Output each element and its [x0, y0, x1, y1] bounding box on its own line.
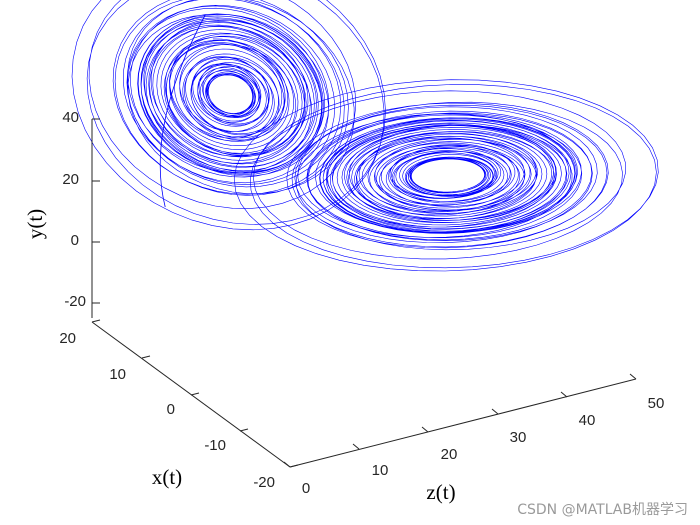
- trajectory-lower-lobe: [233, 79, 659, 272]
- z-axis-ticks: 0 10 20 30 40 50: [283, 373, 665, 497]
- trajectory-upper-lobe: [71, 0, 386, 231]
- vertical-axis-ticks: 40 20 0 -20: [62, 109, 100, 310]
- watermark: CSDN @MATLAB机器学习: [517, 502, 688, 518]
- dtick-mark: [91, 319, 101, 323]
- horizontal-axis-label: z(t): [426, 480, 455, 504]
- vtick-label: 0: [71, 232, 79, 249]
- vtick-label: 20: [62, 171, 79, 188]
- depth-axis-label: x(t): [152, 465, 182, 489]
- trajectory-series: [71, 0, 659, 272]
- ztick-mark: [352, 443, 360, 450]
- vertical-axis-label: y(t): [23, 209, 47, 239]
- ztick-label: 0: [302, 480, 310, 497]
- ztick-label: 20: [441, 446, 458, 463]
- ztick-mark: [629, 373, 637, 380]
- ztick-mark: [283, 461, 291, 468]
- ztick-label: 40: [579, 412, 596, 429]
- ztick-label: 30: [510, 429, 527, 446]
- ztick-label: 50: [648, 395, 665, 412]
- plot-area: [71, 0, 659, 272]
- depth-axis-ticks: 20 10 0 -10 -20: [59, 319, 299, 491]
- vtick-label: -20: [64, 293, 86, 310]
- vtick-label: 40: [62, 109, 79, 126]
- ztick-mark: [421, 426, 429, 433]
- dtick-mark: [289, 464, 299, 468]
- dtick-mark: [141, 355, 151, 359]
- ztick-mark: [491, 408, 499, 415]
- trajectory-start-tail: [159, 14, 206, 208]
- dtick-label: 10: [109, 366, 126, 383]
- dtick-label: 20: [59, 330, 76, 347]
- ztick-label: 10: [372, 462, 389, 479]
- dtick-label: 0: [167, 401, 175, 418]
- dtick-mark: [239, 428, 249, 432]
- ztick-mark: [560, 391, 568, 398]
- dtick-label: -10: [204, 437, 226, 454]
- dtick-mark: [190, 392, 200, 396]
- z-axis-line: [289, 378, 637, 468]
- dtick-label: -20: [253, 474, 275, 491]
